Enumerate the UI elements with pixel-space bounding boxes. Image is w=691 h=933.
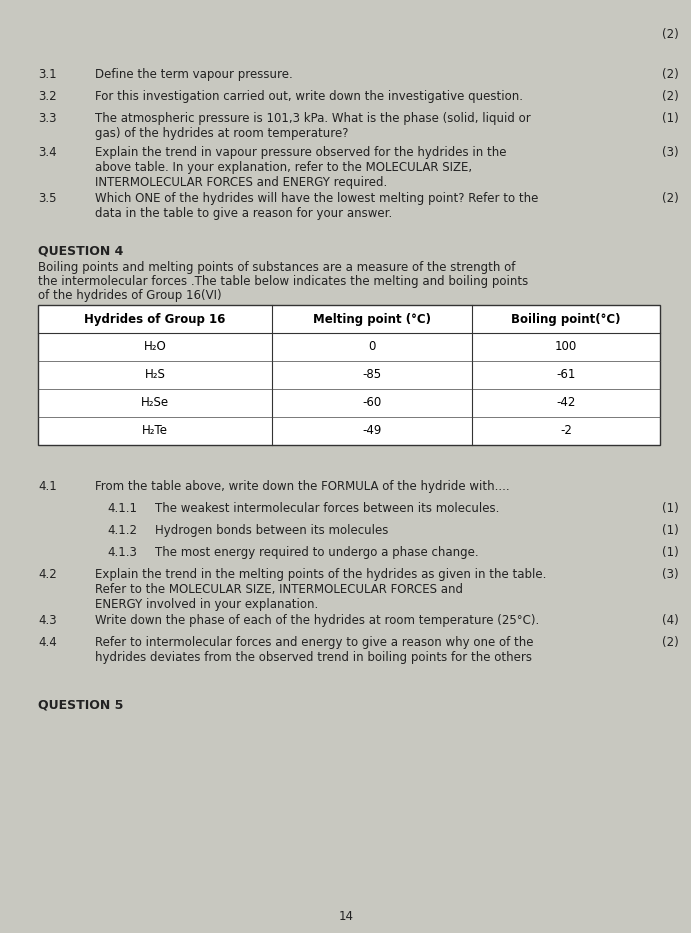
- Text: -49: -49: [362, 425, 381, 438]
- Text: H₂Te: H₂Te: [142, 425, 168, 438]
- Text: (4): (4): [662, 614, 679, 627]
- Text: QUESTION 4: QUESTION 4: [38, 244, 124, 257]
- Text: 4.3: 4.3: [38, 614, 57, 627]
- Text: 4.1.3: 4.1.3: [107, 546, 137, 559]
- Text: (1): (1): [662, 546, 679, 559]
- Text: (3): (3): [662, 568, 679, 581]
- Text: The atmospheric pressure is 101,3 kPa. What is the phase (solid, liquid or
gas) : The atmospheric pressure is 101,3 kPa. W…: [95, 112, 531, 140]
- Text: 0: 0: [368, 341, 376, 354]
- Bar: [38, 305, 660, 445]
- Text: (1): (1): [662, 524, 679, 537]
- Text: 3.2: 3.2: [38, 90, 57, 103]
- Text: -2: -2: [560, 425, 572, 438]
- Text: -42: -42: [556, 397, 576, 410]
- Text: 3.4: 3.4: [38, 146, 57, 159]
- Text: 4.2: 4.2: [38, 568, 57, 581]
- Text: -61: -61: [556, 369, 576, 382]
- Text: The most energy required to undergo a phase change.: The most energy required to undergo a ph…: [155, 546, 479, 559]
- Text: 4.4: 4.4: [38, 636, 57, 649]
- Text: Define the term vapour pressure.: Define the term vapour pressure.: [95, 68, 293, 81]
- Text: Which ONE of the hydrides will have the lowest melting point? Refer to the
data : Which ONE of the hydrides will have the …: [95, 192, 538, 220]
- Text: (2): (2): [662, 90, 679, 103]
- Text: QUESTION 5: QUESTION 5: [38, 698, 124, 711]
- Text: 4.1.1: 4.1.1: [107, 502, 137, 515]
- Text: 3.1: 3.1: [38, 68, 57, 81]
- Text: (1): (1): [662, 502, 679, 515]
- Text: Explain the trend in the melting points of the hydrides as given in the table.
R: Explain the trend in the melting points …: [95, 568, 547, 611]
- Text: Hydrides of Group 16: Hydrides of Group 16: [84, 313, 226, 326]
- Text: (3): (3): [662, 146, 679, 159]
- Text: Explain the trend in vapour pressure observed for the hydrides in the
above tabl: Explain the trend in vapour pressure obs…: [95, 146, 507, 189]
- Text: Refer to intermolecular forces and energy to give a reason why one of the
hydrid: Refer to intermolecular forces and energ…: [95, 636, 533, 664]
- Text: (1): (1): [662, 112, 679, 125]
- Text: (2): (2): [662, 192, 679, 205]
- Text: The weakest intermolecular forces between its molecules.: The weakest intermolecular forces betwee…: [155, 502, 500, 515]
- Text: -85: -85: [363, 369, 381, 382]
- Text: Hydrogen bonds between its molecules: Hydrogen bonds between its molecules: [155, 524, 388, 537]
- Text: Melting point (°C): Melting point (°C): [313, 313, 431, 326]
- Text: Boiling points and melting points of substances are a measure of the strength of: Boiling points and melting points of sub…: [38, 261, 515, 274]
- Text: 14: 14: [339, 910, 354, 923]
- Text: From the table above, write down the FORMULA of the hydride with....: From the table above, write down the FOR…: [95, 480, 510, 493]
- Text: (2): (2): [662, 68, 679, 81]
- Text: H₂O: H₂O: [144, 341, 167, 354]
- Text: Boiling point(°C): Boiling point(°C): [511, 313, 621, 326]
- Text: H₂Se: H₂Se: [141, 397, 169, 410]
- Text: Write down the phase of each of the hydrides at room temperature (25°C).: Write down the phase of each of the hydr…: [95, 614, 539, 627]
- Text: (2): (2): [662, 636, 679, 649]
- Text: For this investigation carried out, write down the investigative question.: For this investigation carried out, writ…: [95, 90, 523, 103]
- Text: 100: 100: [555, 341, 577, 354]
- Text: of the hydrides of Group 16(VI): of the hydrides of Group 16(VI): [38, 289, 222, 302]
- Text: 4.1: 4.1: [38, 480, 57, 493]
- Text: 4.1.2: 4.1.2: [107, 524, 137, 537]
- Text: the intermolecular forces .The table below indicates the melting and boiling poi: the intermolecular forces .The table bel…: [38, 275, 528, 288]
- Text: (2): (2): [662, 28, 679, 41]
- Text: H₂S: H₂S: [144, 369, 165, 382]
- Text: 3.5: 3.5: [38, 192, 57, 205]
- Text: -60: -60: [362, 397, 381, 410]
- Text: 3.3: 3.3: [38, 112, 57, 125]
